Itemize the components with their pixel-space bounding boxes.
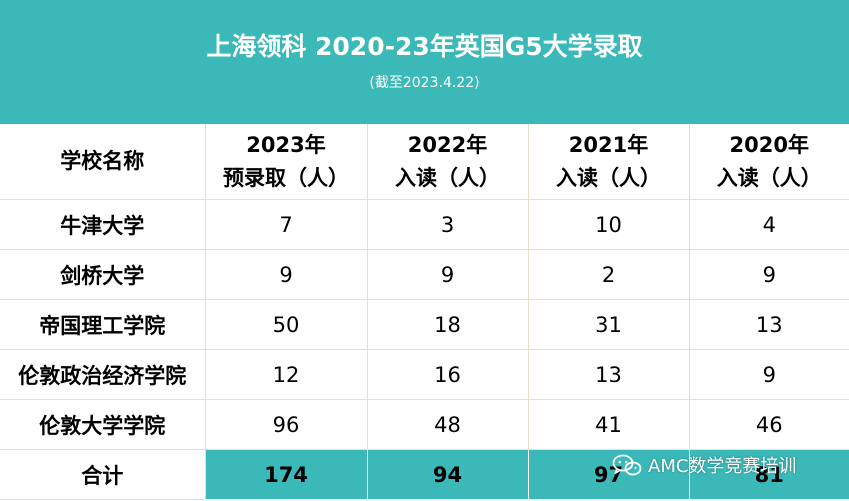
column-header-line: 入读（人）	[395, 165, 500, 190]
total-cell: 97	[527, 449, 690, 500]
column-header-line: 学校名称	[60, 149, 145, 173]
column-header-line: 入读（人）	[556, 165, 661, 190]
table-cell: 13	[527, 349, 690, 400]
table-cell: 48	[366, 399, 529, 450]
school-name: 牛津大学	[0, 199, 206, 250]
total-label: 合计	[0, 449, 206, 500]
table-cell: 31	[527, 299, 690, 350]
school-name: 伦敦政治经济学院	[0, 349, 206, 400]
column-header-line: 入读（人）	[716, 165, 822, 190]
table-cell: 41	[527, 399, 690, 450]
column-header-line: 2023年	[246, 132, 326, 157]
column-header-line: 2021年	[568, 132, 649, 157]
table-row: 伦敦政治经济学院 12 16 13 9	[0, 349, 849, 400]
table-cell: 2	[527, 249, 690, 300]
total-cell: 81	[688, 449, 849, 500]
table-cell: 13	[688, 299, 849, 350]
table-cell: 4	[688, 199, 849, 250]
school-name: 伦敦大学学院	[0, 399, 206, 450]
table-cell: 12	[204, 349, 368, 400]
table-cell: 9	[204, 249, 368, 300]
column-header-2021: 2021年 入读（人）	[527, 124, 690, 200]
table-row: 剑桥大学 9 9 2 9	[0, 249, 849, 300]
wechat-icon	[612, 454, 642, 476]
column-header-2020: 2020年 入读（人）	[688, 124, 849, 200]
admissions-table: 学校名称 2023年 预录取（人） 2022年 入读（人） 2021年 入读（人…	[0, 124, 849, 500]
total-row: 合计 174 94 97 81	[0, 449, 849, 500]
title-banner: 上海领科 2020-23年英国G5大学录取 (截至2023.4.22)	[0, 0, 849, 124]
table-cell: 9	[688, 349, 849, 400]
table-cell: 46	[688, 399, 849, 450]
watermark: AMC数学竞赛培训	[612, 451, 796, 479]
page-title: 上海领科 2020-23年英国G5大学录取	[206, 32, 643, 61]
total-cell: 94	[366, 449, 529, 500]
table-cell: 9	[688, 249, 849, 300]
school-name: 帝国理工学院	[0, 299, 206, 350]
table-row: 伦敦大学学院 96 48 41 46	[0, 399, 849, 450]
table-row: 牛津大学 7 3 10 4	[0, 199, 849, 250]
table-cell: 50	[204, 299, 368, 350]
table-cell: 16	[366, 349, 529, 400]
header-row: 学校名称 2023年 预录取（人） 2022年 入读（人） 2021年 入读（人…	[0, 124, 849, 200]
total-cell: 174	[204, 449, 368, 500]
school-name: 剑桥大学	[0, 249, 206, 300]
table-cell: 18	[366, 299, 529, 350]
column-header-2023: 2023年 预录取（人）	[204, 124, 368, 200]
table-cell: 7	[204, 199, 368, 250]
column-header-line: 预录取（人）	[223, 165, 349, 190]
column-header-2022: 2022年 入读（人）	[366, 124, 529, 200]
page-subtitle: (截至2023.4.22)	[369, 75, 480, 91]
table-cell: 3	[366, 199, 529, 250]
column-header-line: 2020年	[729, 132, 809, 157]
column-header-line: 2022年	[407, 132, 488, 157]
table-cell: 9	[366, 249, 529, 300]
watermark-text: AMC数学竞赛培训	[648, 456, 797, 477]
column-header-school: 学校名称	[0, 124, 206, 200]
table-cell: 96	[204, 399, 368, 450]
table-cell: 10	[527, 199, 690, 250]
table-row: 帝国理工学院 50 18 31 13	[0, 299, 849, 350]
